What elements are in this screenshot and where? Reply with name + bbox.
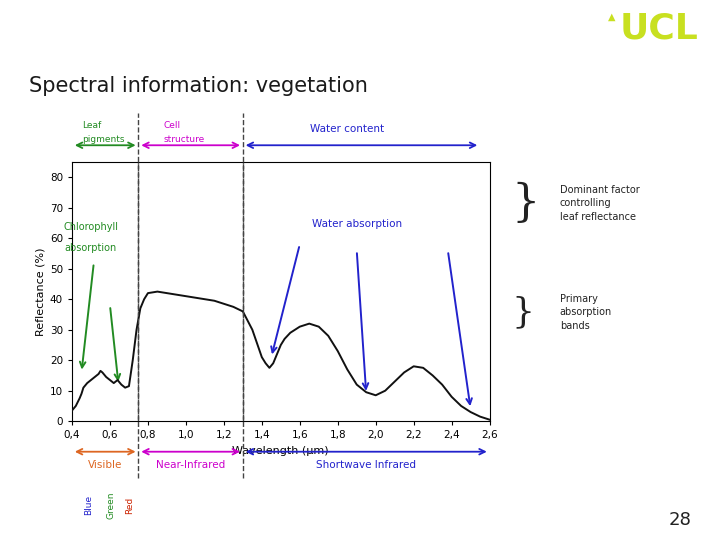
Text: Primary
absorption
bands: Primary absorption bands xyxy=(560,294,612,330)
Text: absorption: absorption xyxy=(65,244,117,253)
Text: Dominant factor
controlling
leaf reflectance: Dominant factor controlling leaf reflect… xyxy=(560,185,639,222)
Text: Visible: Visible xyxy=(88,460,122,469)
X-axis label: Wavelength (μm): Wavelength (μm) xyxy=(233,446,329,456)
Text: UCL: UCL xyxy=(620,11,698,45)
Text: structure: structure xyxy=(163,135,204,144)
Text: Shortwave Infrared: Shortwave Infrared xyxy=(316,460,416,469)
Text: Red: Red xyxy=(125,496,135,514)
Text: pigments: pigments xyxy=(82,135,125,144)
Text: ▲: ▲ xyxy=(608,12,616,22)
Text: Water content: Water content xyxy=(310,124,384,134)
Text: Near-Infrared: Near-Infrared xyxy=(156,460,225,469)
Text: Blue: Blue xyxy=(84,495,93,515)
Text: Chlorophyll: Chlorophyll xyxy=(63,222,119,232)
Text: }: } xyxy=(511,295,534,329)
Text: }: } xyxy=(511,182,539,225)
Text: Leaf: Leaf xyxy=(82,120,102,130)
Text: Water absorption: Water absorption xyxy=(312,219,402,229)
Text: Cell: Cell xyxy=(163,120,180,130)
Text: 28: 28 xyxy=(668,511,691,529)
Text: Spectral information: vegetation: Spectral information: vegetation xyxy=(29,76,368,97)
Y-axis label: Reflectance (%): Reflectance (%) xyxy=(36,247,45,336)
Text: Green: Green xyxy=(106,491,115,518)
